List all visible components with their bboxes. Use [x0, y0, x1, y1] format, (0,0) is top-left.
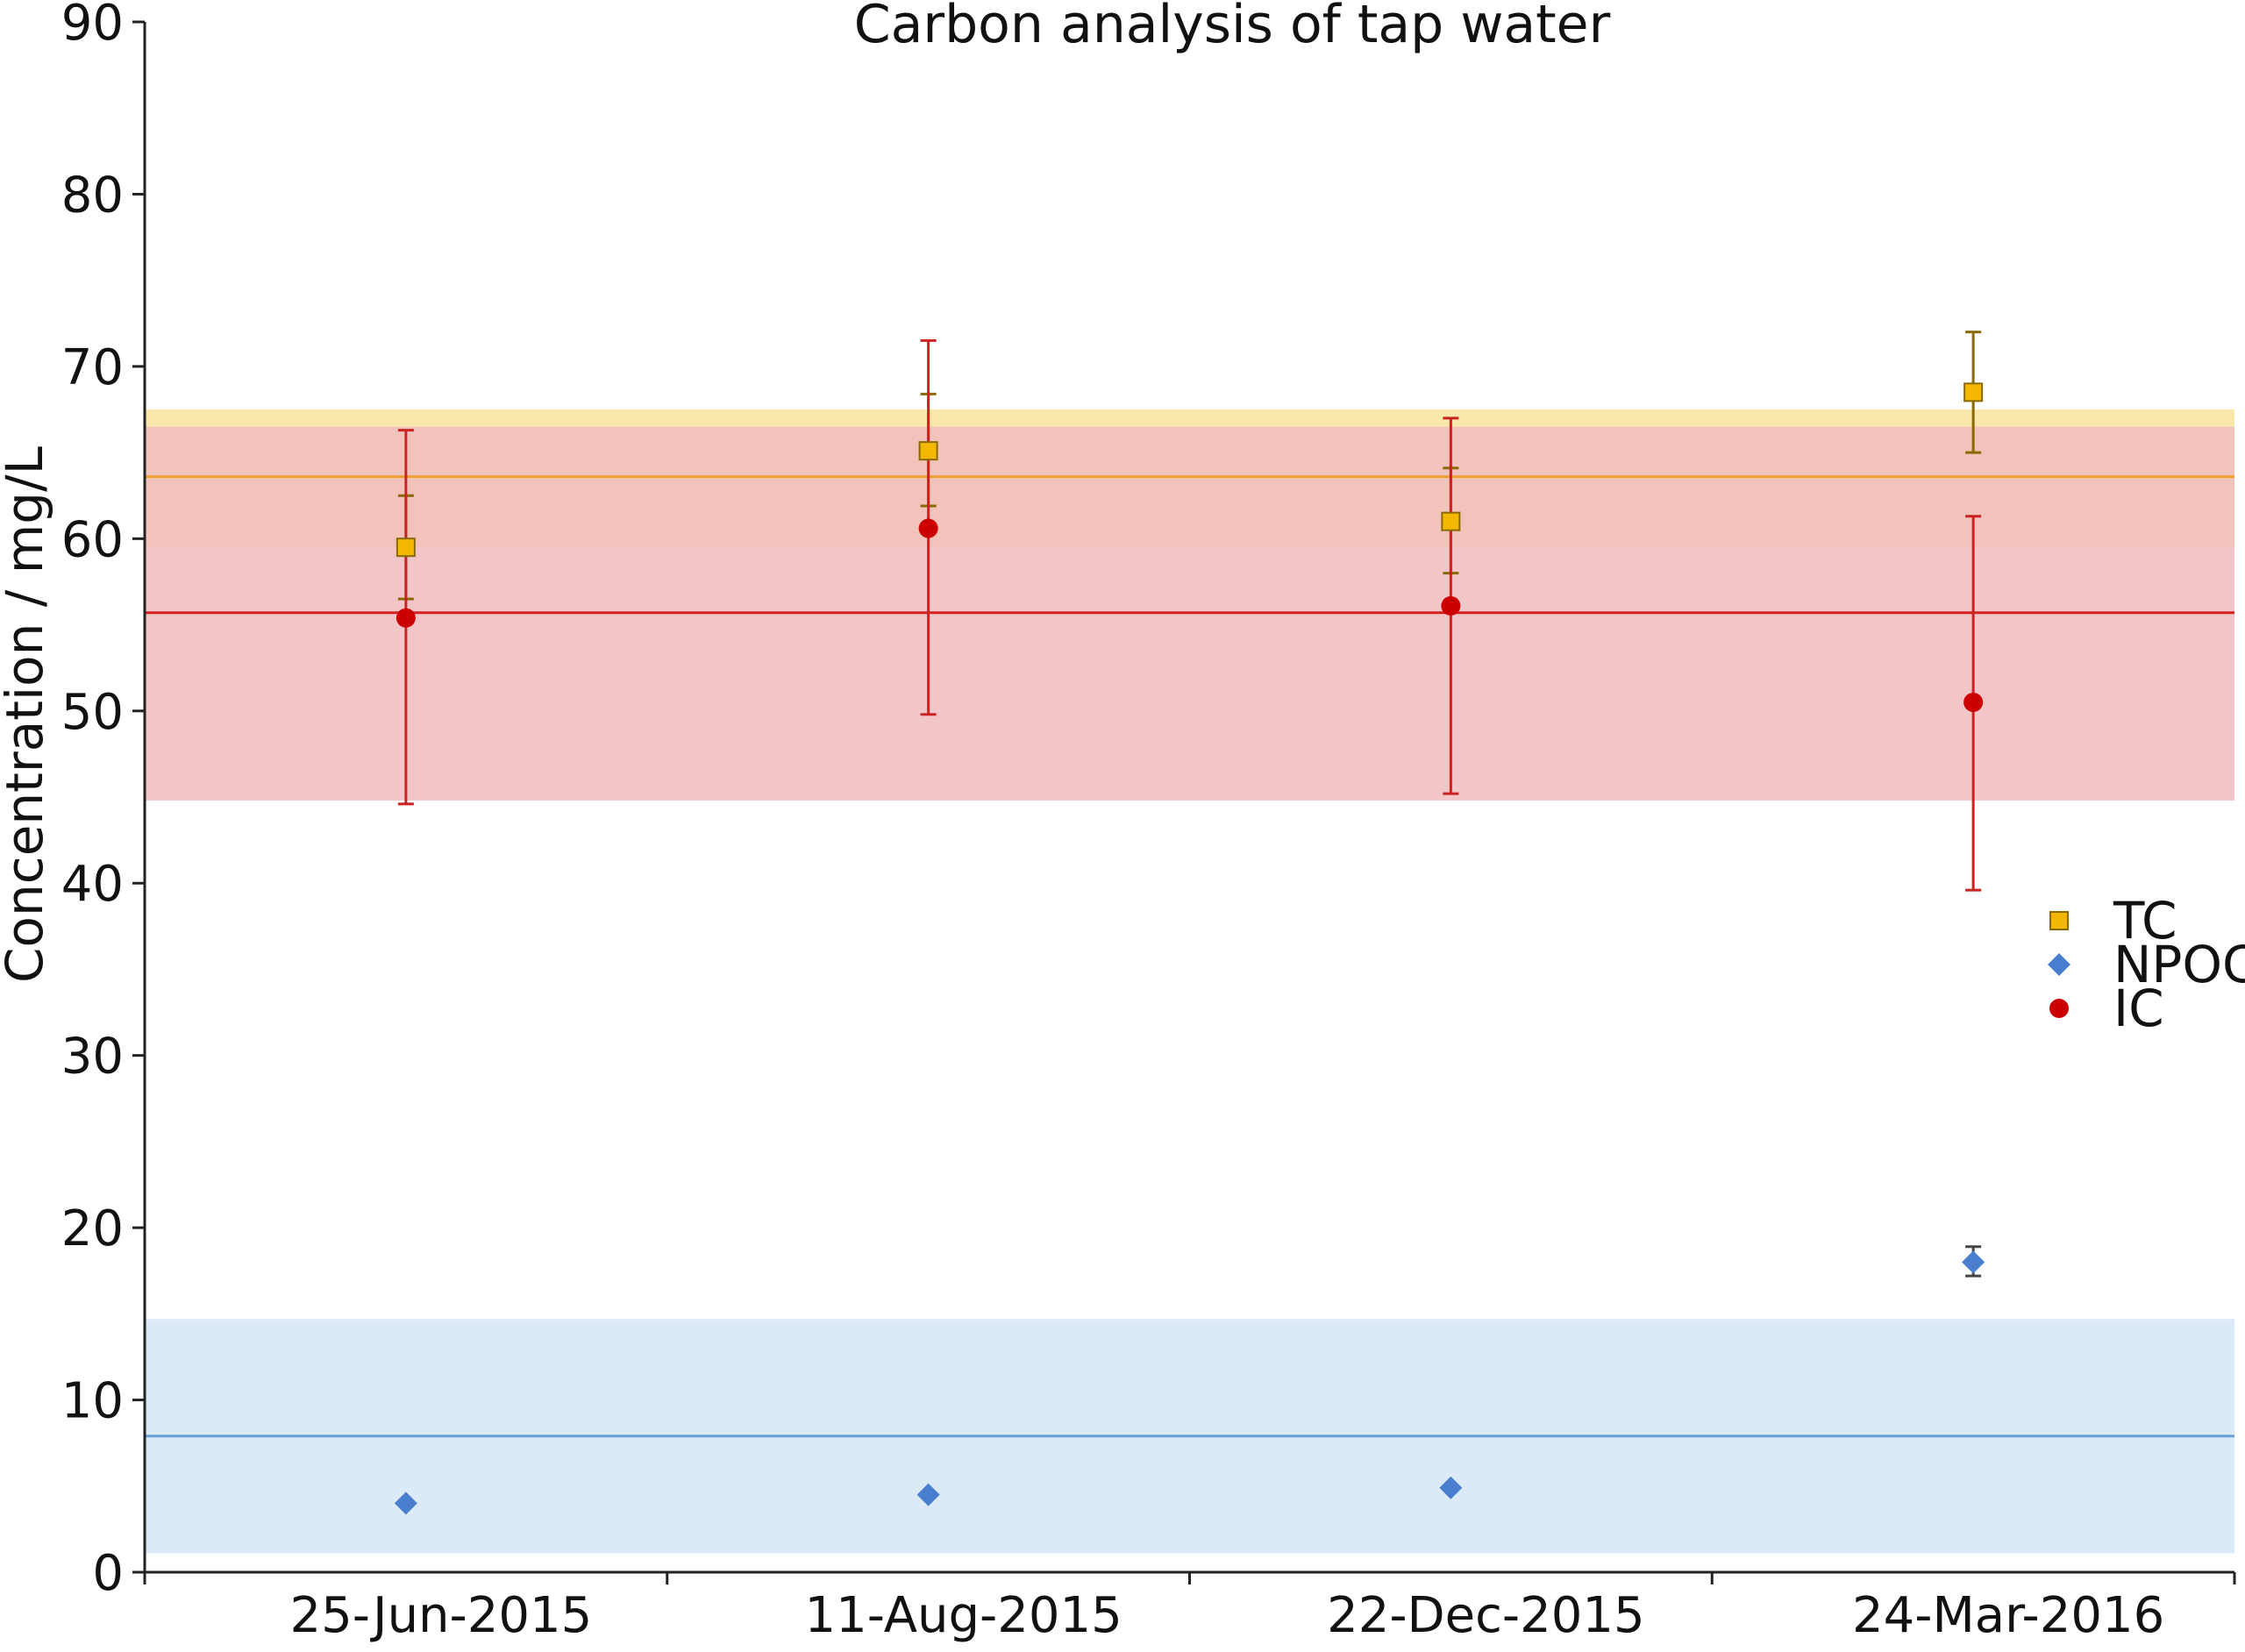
y-tick-label-20: 20	[61, 1200, 124, 1257]
y-tick-label-40: 40	[61, 856, 124, 913]
y-axis-title: Concentration / mg/L	[0, 446, 54, 983]
point-tc-1	[918, 441, 938, 461]
legend-item-ic: IC	[2049, 979, 2164, 1038]
y-tick-label-70: 70	[61, 339, 124, 396]
legend-marker-tc	[2049, 911, 2069, 930]
legend-label-npoc: NPOC	[2113, 935, 2245, 994]
legend-marker-ic	[2049, 999, 2069, 1018]
y-tick-label-10: 10	[61, 1373, 124, 1430]
y-tick-label-80: 80	[61, 167, 124, 224]
confidence-bands	[145, 409, 2234, 1554]
legend-item-tc: TC	[2049, 891, 2177, 951]
chart-title: Carbon analysis of tap water	[854, 0, 1611, 55]
point-ic-1	[918, 518, 938, 538]
mean-lines	[145, 475, 2234, 1438]
y-tick-label-60: 60	[61, 511, 124, 568]
point-ic-2	[1441, 595, 1461, 616]
x-tick-label-24-mar-2016: 24-Mar-2016	[1852, 1587, 2164, 1644]
point-ic-0	[396, 608, 416, 628]
point-npoc-1	[916, 1483, 940, 1506]
point-npoc-0	[394, 1492, 417, 1515]
y-tick-label-30: 30	[61, 1029, 124, 1086]
data-points	[394, 382, 1985, 1515]
point-tc-0	[396, 538, 416, 558]
point-tc-2	[1441, 511, 1461, 531]
point-npoc-3	[1962, 1250, 1985, 1274]
x-tick-label-22-dec-2015: 22-Dec-2015	[1327, 1587, 1645, 1644]
legend-label-ic: IC	[2113, 979, 2164, 1038]
y-tick-label-90: 90	[61, 0, 124, 52]
point-ic-3	[1963, 692, 1984, 712]
axes: 0 10 20 30 40 50 60 70 80 90 25-Jun-2015 11-Aug-201…	[61, 0, 2236, 1644]
x-tick-label-11-aug-2015: 11-Aug-2015	[804, 1587, 1122, 1644]
legend-item-npoc: NPOC	[2048, 935, 2245, 994]
x-tick-label-25-jun-2015: 25-Jun-2015	[289, 1587, 592, 1644]
y-tick-label-50: 50	[61, 684, 124, 741]
point-tc-3	[1963, 382, 1984, 402]
point-npoc-2	[1439, 1476, 1463, 1499]
legend-label-tc: TC	[2113, 891, 2177, 951]
legend-marker-npoc	[2048, 953, 2070, 976]
y-tick-label-0: 0	[92, 1545, 124, 1602]
